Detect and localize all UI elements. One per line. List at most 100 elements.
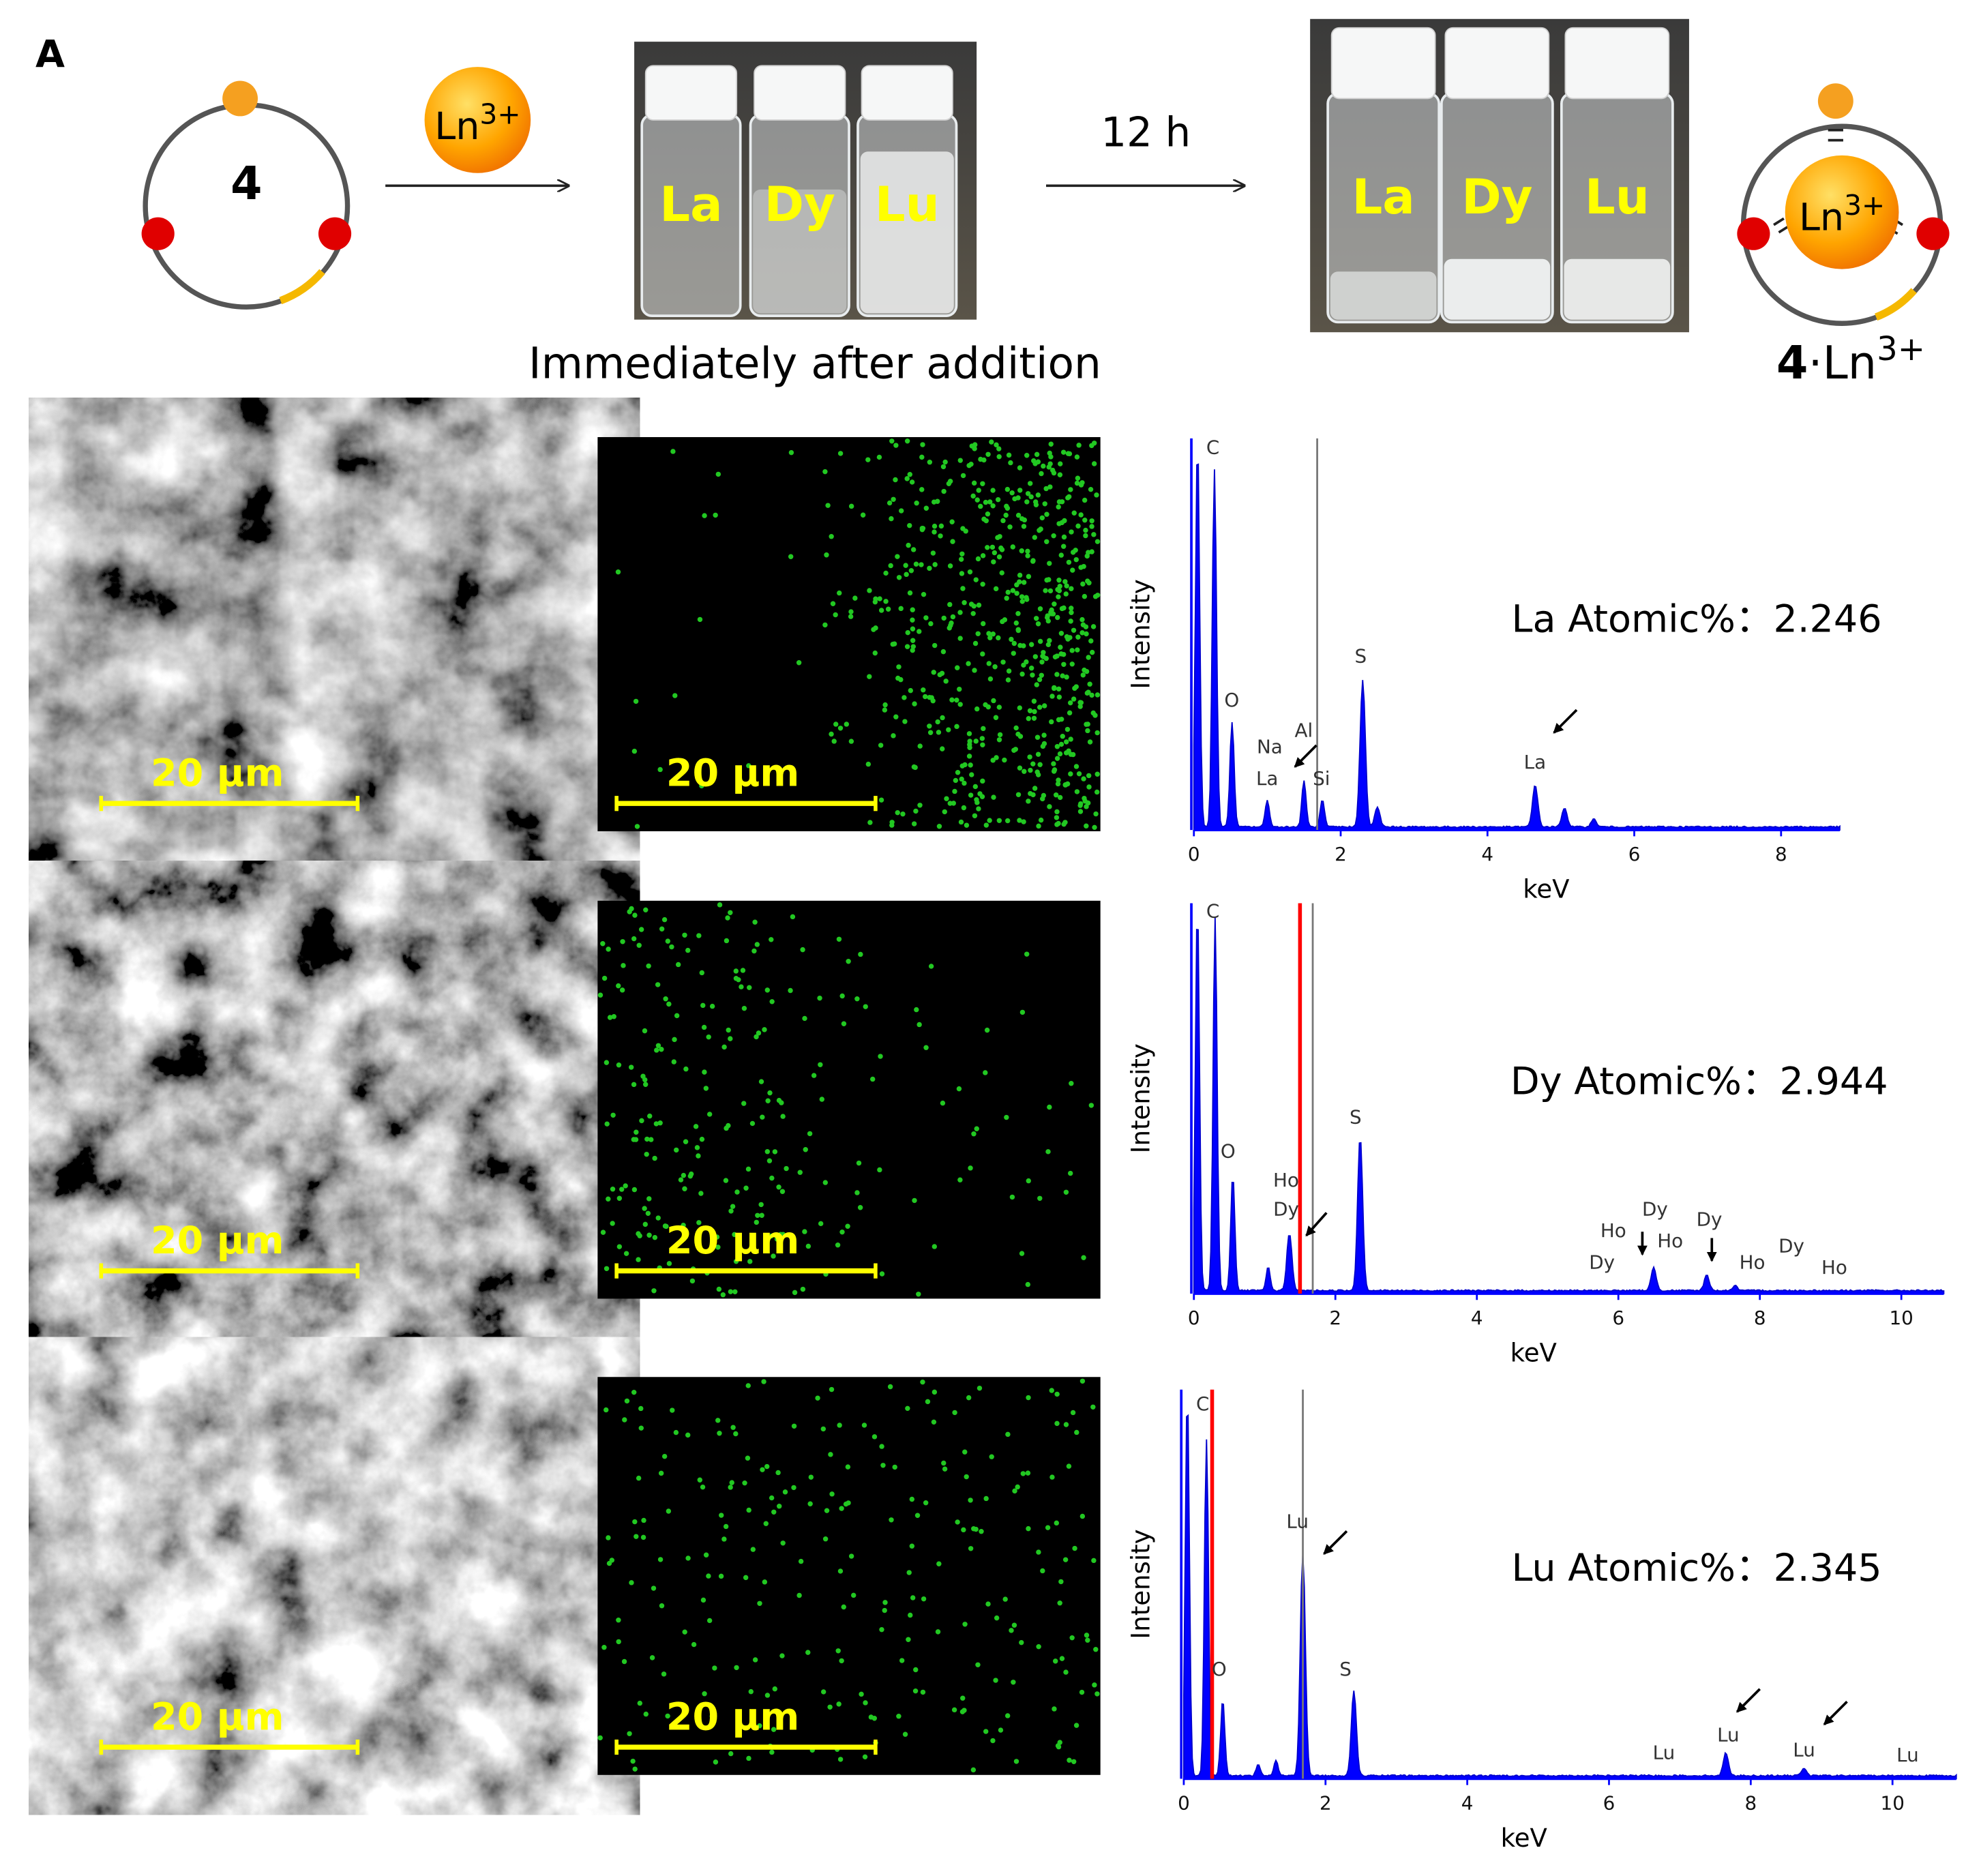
map-dot	[1013, 747, 1018, 752]
map-dot	[1025, 1281, 1031, 1287]
map-dot	[661, 917, 668, 923]
y-axis-label: Intensity	[1126, 1529, 1155, 1639]
map-dot	[972, 668, 977, 673]
map-dot	[750, 1547, 756, 1552]
map-dot	[1035, 459, 1041, 464]
map-dot	[634, 1534, 639, 1539]
map-dot	[920, 1689, 926, 1695]
map-dot	[646, 1196, 652, 1202]
map-dot	[1074, 454, 1080, 460]
map-dot	[1019, 599, 1025, 604]
map-dot	[763, 1521, 769, 1526]
map-dot	[1089, 549, 1094, 554]
map-dot	[968, 762, 973, 768]
map-dot	[1022, 769, 1027, 774]
map-dot	[921, 1596, 927, 1602]
map-dot	[1024, 499, 1030, 505]
map-dot	[769, 937, 774, 942]
map-dot	[913, 1667, 919, 1673]
map-dot	[1052, 654, 1058, 659]
map-dot	[669, 944, 674, 950]
caption: Immediately after addition	[528, 338, 1101, 388]
map-dot	[976, 488, 981, 493]
map-dot	[651, 1585, 657, 1591]
map-dot	[745, 1455, 751, 1461]
map-dot	[736, 977, 741, 983]
map-dot	[1056, 588, 1062, 593]
map-dot	[758, 1079, 764, 1084]
map-dot	[971, 1526, 977, 1532]
map-dot	[990, 488, 996, 493]
map-dot	[1093, 1646, 1099, 1652]
map-dot	[1028, 494, 1034, 500]
map-dot	[974, 497, 980, 503]
map-dot	[636, 942, 642, 948]
x-tick-label: 0	[1178, 1791, 1190, 1814]
map-dot	[1056, 694, 1062, 700]
map-dot	[1056, 499, 1062, 505]
map-dot	[601, 1645, 607, 1650]
ion-ball	[424, 67, 531, 173]
map-dot	[992, 664, 998, 670]
map-dot	[652, 1155, 657, 1161]
map-dot	[837, 1423, 842, 1428]
map-dot	[968, 792, 974, 798]
map-dot	[957, 610, 963, 615]
map-dot	[1074, 480, 1080, 486]
map-dot	[636, 1475, 642, 1481]
map-dot	[995, 535, 1000, 541]
map-dot	[935, 719, 940, 725]
map-dot	[1043, 486, 1049, 492]
map-dot	[999, 547, 1005, 552]
map-dot	[741, 1101, 747, 1106]
map-dot	[673, 1429, 679, 1435]
map-dot	[1055, 614, 1060, 621]
vial-cap	[754, 65, 846, 121]
x-tick-label: 8	[1775, 843, 1787, 865]
map-dot	[857, 1205, 863, 1210]
peak-label: Ho	[1273, 1169, 1299, 1191]
map-dot	[907, 472, 912, 477]
map-dot	[623, 1251, 629, 1256]
map-dot	[1005, 677, 1011, 683]
element-map	[597, 436, 1101, 831]
map-dot	[681, 1223, 686, 1228]
map-dot	[841, 1604, 846, 1610]
map-dot	[846, 959, 851, 964]
map-dot	[941, 615, 947, 621]
map-dot	[848, 739, 854, 744]
map-dot	[1056, 777, 1061, 783]
map-dot	[1057, 472, 1063, 477]
map-dot	[769, 999, 775, 1004]
map-dot	[706, 1112, 713, 1117]
x-axis-label: keV	[1501, 1823, 1548, 1853]
map-dot	[869, 1076, 876, 1082]
map-dot	[1092, 824, 1097, 831]
map-dot	[682, 1186, 687, 1191]
map-dot	[693, 1124, 699, 1129]
map-dot	[882, 1600, 888, 1605]
map-dot	[717, 1431, 722, 1436]
map-dot	[1006, 452, 1012, 458]
map-dot	[966, 754, 972, 759]
map-dot	[836, 1701, 841, 1707]
map-dot	[622, 1417, 627, 1423]
peak-label: La	[1524, 751, 1546, 773]
map-dot	[960, 473, 966, 479]
map-dot	[1062, 579, 1068, 584]
map-dot	[1015, 1484, 1020, 1490]
map-dot	[829, 1491, 835, 1497]
map-dot	[1057, 794, 1063, 801]
map-dot	[961, 1527, 966, 1533]
map-dot	[979, 736, 985, 741]
map-dot	[954, 697, 959, 703]
map-dot	[1081, 776, 1086, 781]
map-dot	[754, 1219, 760, 1225]
map-dot	[779, 1100, 784, 1105]
map-dot	[687, 1173, 694, 1179]
ion-charge: 3+	[479, 98, 520, 130]
map-dot	[1060, 733, 1065, 739]
map-dot	[1094, 492, 1099, 498]
map-dot	[1039, 471, 1044, 477]
map-dot	[729, 1480, 734, 1485]
